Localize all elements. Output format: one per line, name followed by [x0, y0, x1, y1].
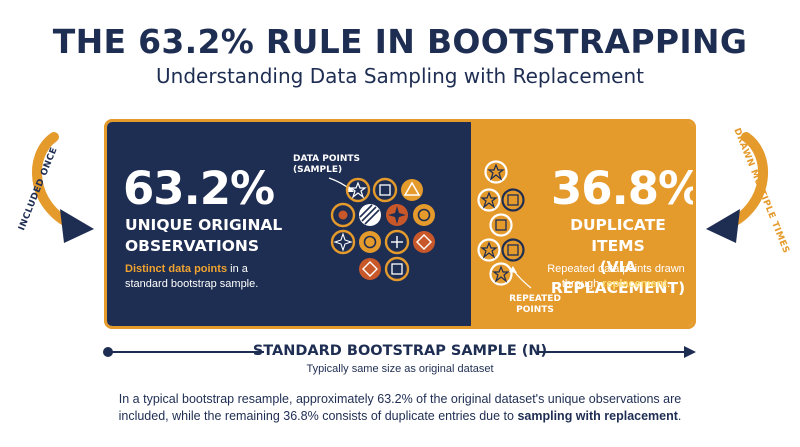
page-title: THE 63.2% RULE IN BOOTSTRAPPING	[52, 22, 748, 61]
repeated-points-label: REPEATED POINTS	[507, 294, 563, 316]
point-square-icon	[384, 256, 410, 282]
point-compass-star-icon	[386, 204, 408, 226]
caption-bold: sampling with replacement	[517, 409, 678, 423]
unique-heading-line1: UNIQUE ORIGINAL	[125, 216, 283, 234]
data-points-cluster	[330, 177, 435, 282]
drawn-multiple-times-arrow-icon	[706, 132, 769, 243]
unique-desc-highlight: Distinct data points	[125, 263, 228, 275]
repeated-star-icon	[484, 160, 508, 184]
duplicate-heading-line1: DUPLICATE ITEMS	[570, 216, 666, 255]
duplicate-desc-post: .	[667, 278, 671, 290]
duplicate-desc-pre: through	[561, 278, 603, 290]
unique-desc-line2: standard bootstrap sample.	[125, 278, 259, 290]
caption-text-2: .	[677, 409, 682, 423]
duplicate-desc-line1: Repeated data points drawn	[547, 263, 685, 275]
point-triangle-icon	[401, 179, 423, 201]
repeated-star-icon	[477, 188, 501, 212]
point-diamond-icon	[359, 258, 381, 280]
unique-heading: UNIQUE ORIGINAL OBSERVATIONS	[125, 215, 282, 257]
repeated-star-icon	[489, 262, 513, 286]
caption-text-1: In a typical bootstrap resample, approxi…	[118, 392, 682, 423]
sample-size-arrow-icon	[103, 346, 696, 358]
data-points-label: DATA POINTS (SAMPLE)	[293, 154, 360, 176]
included-once-arrow-icon	[31, 132, 94, 243]
duplicate-percent: 36.8%	[551, 162, 696, 215]
bootstrap-sample-label: STANDARD BOOTSTRAP SAMPLE (N)	[252, 343, 548, 359]
unique-description: Distinct data points in a standard boots…	[125, 262, 295, 292]
unique-heading-line2: OBSERVATIONS	[125, 237, 260, 255]
repeated-square-icon	[501, 238, 525, 262]
duplicate-desc-highlight: replacement	[602, 278, 668, 290]
point-ring-icon	[359, 231, 381, 253]
repeated-square-icon	[489, 213, 513, 237]
duplicate-description: Repeated data points drawn through repla…	[537, 262, 693, 292]
duplicate-items-panel: REPEATED POINTS 36.8% DUPLICATE ITEMS (V…	[471, 122, 693, 326]
point-ring-icon	[413, 204, 435, 226]
repeated-label-line2: POINTS	[516, 305, 554, 315]
unique-desc-rest: in a	[227, 263, 248, 275]
bootstrap-sample-sublabel: Typically same size as original dataset	[306, 363, 494, 375]
point-dot-icon	[330, 202, 356, 228]
data-points-label-line1: DATA POINTS	[293, 154, 361, 164]
page-subtitle: Understanding Data Sampling with Replace…	[156, 64, 644, 88]
repeated-star-icon	[477, 238, 501, 262]
data-points-label-line2: (SAMPLE)	[293, 165, 343, 175]
point-compass-icon	[330, 229, 356, 255]
bootstrap-sample-panel: 63.2% UNIQUE ORIGINAL OBSERVATIONS Disti…	[104, 119, 696, 329]
duplicate-heading: DUPLICATE ITEMS (VIA REPLACEMENT)	[543, 215, 693, 299]
unique-percent: 63.2%	[123, 162, 275, 215]
explanation-caption: In a typical bootstrap resample, approxi…	[110, 391, 690, 425]
repeated-label-line1: REPEATED	[509, 294, 561, 304]
repeated-square-icon	[501, 188, 525, 212]
point-star-icon	[345, 177, 371, 203]
unique-observations-panel: 63.2% UNIQUE ORIGINAL OBSERVATIONS Disti…	[107, 122, 471, 326]
repeated-points-pointer-icon	[509, 266, 532, 289]
point-square-icon	[372, 177, 398, 203]
duplicate-heading-line2: (VIA REPLACEMENT)	[550, 258, 686, 297]
point-plus-icon	[384, 229, 410, 255]
point-diamond-icon	[413, 231, 435, 253]
point-hatch-icon	[359, 204, 381, 226]
repeated-points-cluster	[477, 160, 525, 286]
